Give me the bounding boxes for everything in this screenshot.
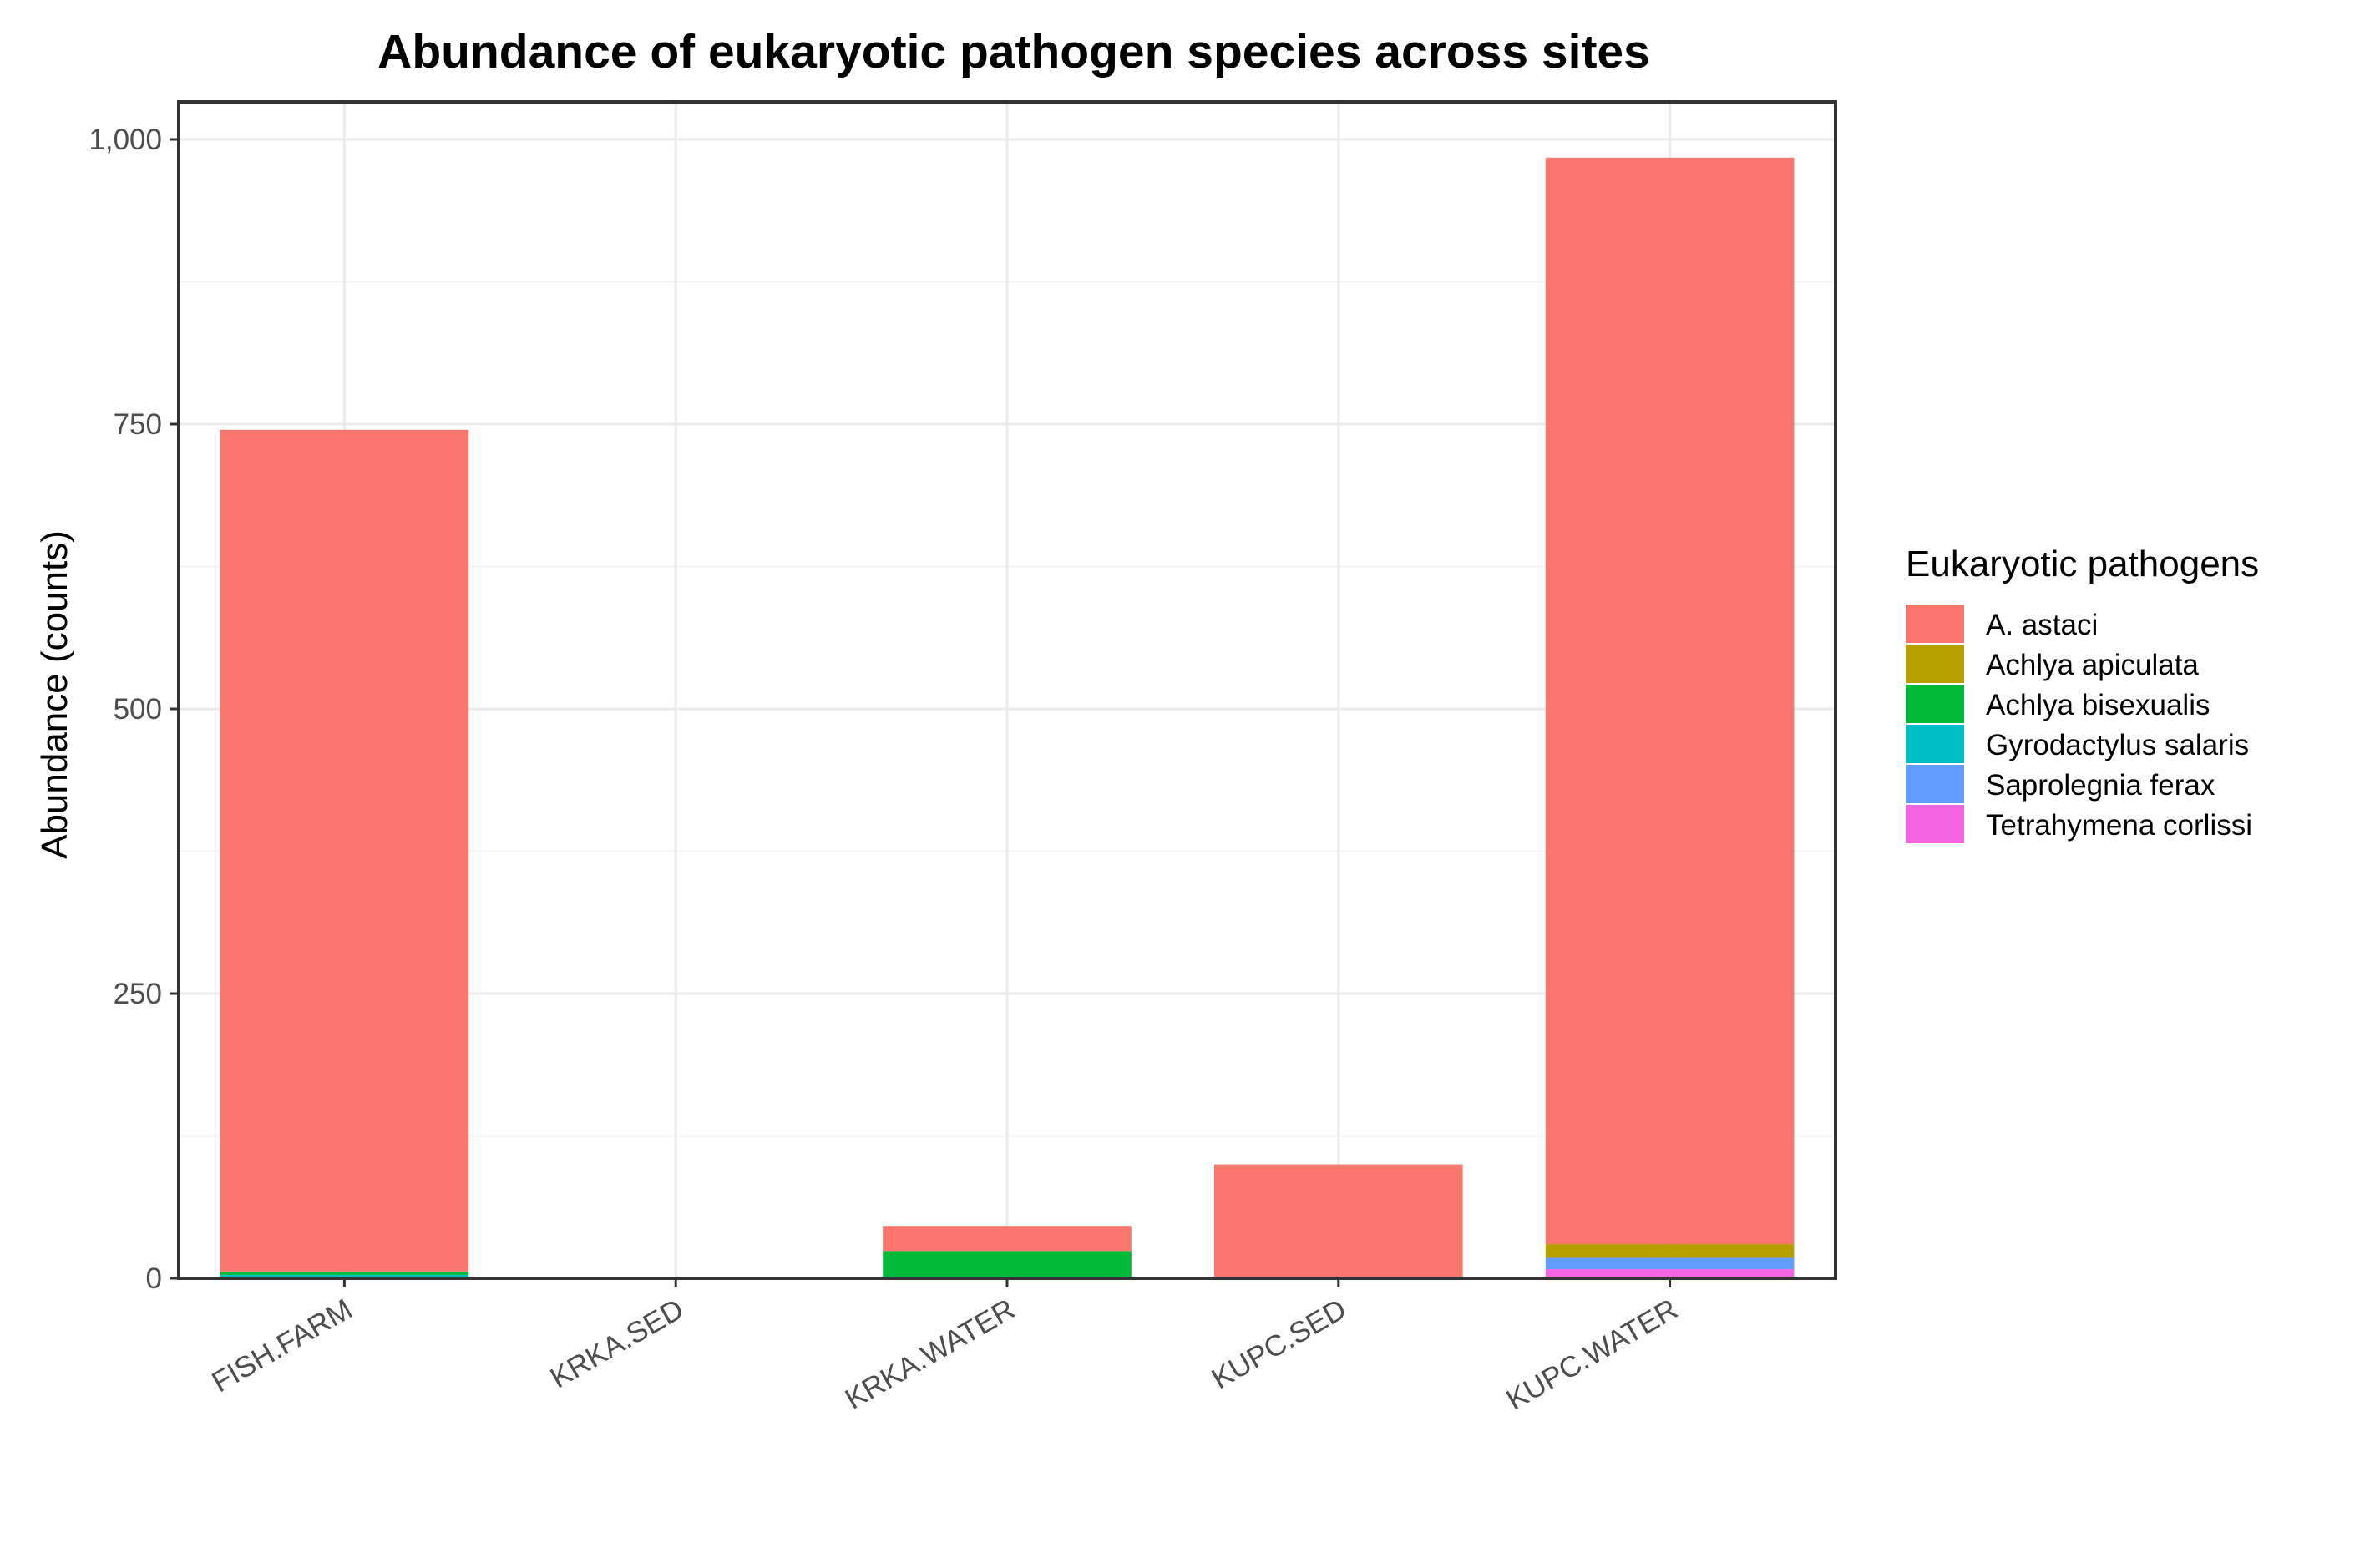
y-axis-title: Abundance (counts): [34, 530, 75, 859]
legend-label: Gyrodactylus salaris: [1986, 729, 2249, 761]
chart-title: Abundance of eukaryotic pathogen species…: [377, 25, 1650, 78]
x-tick-label: KRKA.WATER: [839, 1292, 1020, 1416]
bar-segment: [1545, 1269, 1795, 1278]
bar-segment: [1214, 1164, 1463, 1278]
legend-label: Achlya bisexualis: [1986, 689, 2210, 721]
legend-key: [1906, 685, 1964, 723]
y-tick-label: 0: [146, 1262, 162, 1295]
legend-label: Saprolegnia ferax: [1986, 769, 2215, 802]
x-tick-label: KUPC.WATER: [1501, 1292, 1683, 1417]
x-tick-label: KRKA.SED: [544, 1292, 689, 1394]
bar-segment: [220, 1271, 469, 1275]
bar-segment: [1545, 1257, 1795, 1270]
legend-label: Tetrahymena corlissi: [1986, 809, 2252, 842]
legend: Eukaryotic pathogens A. astaci Achlya api…: [1906, 544, 2259, 843]
legend-key: [1906, 725, 1964, 763]
bar-segment: [220, 429, 469, 1272]
y-tick-label: 500: [114, 693, 162, 726]
x-tick-label: KUPC.SED: [1206, 1292, 1351, 1395]
legend-key: [1906, 765, 1964, 803]
legend-label: A. astaci: [1986, 609, 2098, 641]
bar-segment: [883, 1226, 1132, 1252]
bar-segment: [883, 1251, 1132, 1278]
bar-segment: [1545, 157, 1795, 1245]
legend-key: [1906, 805, 1964, 843]
y-tick-label: 1,000: [89, 124, 162, 156]
legend-key: [1906, 645, 1964, 683]
legend-label: Achlya apiculata: [1986, 649, 2199, 681]
bar-segment: [220, 1274, 469, 1278]
bars: [220, 157, 1795, 1278]
y-tick-label: 750: [114, 408, 162, 441]
legend-key: [1906, 605, 1964, 643]
x-tick-label: FISH.FARM: [206, 1292, 357, 1399]
legend-title: Eukaryotic pathogens: [1906, 544, 2259, 584]
y-tick-label: 250: [114, 978, 162, 1010]
bar-segment: [1545, 1244, 1795, 1258]
